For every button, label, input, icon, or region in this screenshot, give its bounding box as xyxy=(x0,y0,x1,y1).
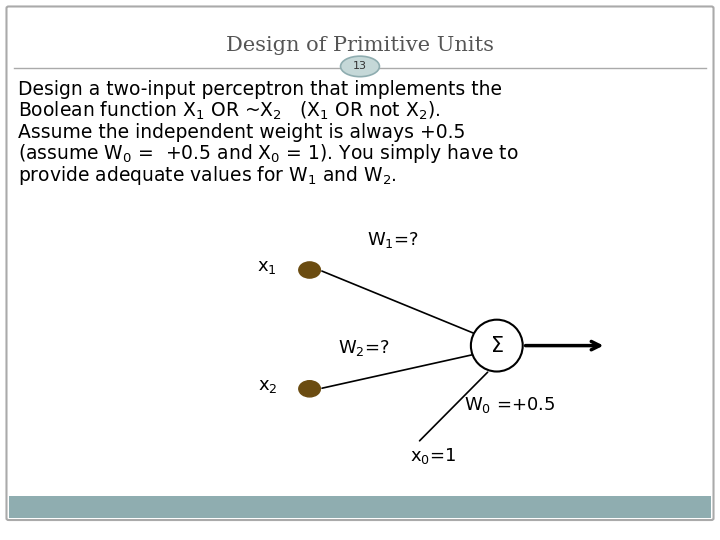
Ellipse shape xyxy=(341,56,379,77)
Text: $\mathrm{W_1}$=?: $\mathrm{W_1}$=? xyxy=(367,230,419,251)
Text: Assume the independent weight is always +0.5: Assume the independent weight is always … xyxy=(18,123,465,142)
FancyBboxPatch shape xyxy=(6,6,714,520)
Text: Design of Primitive Units: Design of Primitive Units xyxy=(226,36,494,56)
Ellipse shape xyxy=(299,262,320,278)
Text: (assume $\mathrm{W_0}$ =  +0.5 and $\mathrm{X_0}$ = 1). You simply have to: (assume $\mathrm{W_0}$ = +0.5 and $\math… xyxy=(18,143,518,165)
Text: 13: 13 xyxy=(353,62,367,71)
Text: Boolean function $\mathrm{X_1}$ OR ~$\mathrm{X_2}$   ($\mathrm{X_1}$ OR not $\ma: Boolean function $\mathrm{X_1}$ OR ~$\ma… xyxy=(18,99,441,122)
Text: $\mathrm{W_2}$=?: $\mathrm{W_2}$=? xyxy=(338,338,390,359)
Text: Design a two-input perceptron that implements the: Design a two-input perceptron that imple… xyxy=(18,79,502,99)
Bar xyxy=(9,496,711,518)
Text: provide adequate values for $\mathrm{W_1}$ and $\mathrm{W_2}$.: provide adequate values for $\mathrm{W_1… xyxy=(18,164,397,187)
Ellipse shape xyxy=(299,381,320,397)
Text: $\mathrm{x_2}$: $\mathrm{x_2}$ xyxy=(258,377,277,395)
Text: $\mathrm{W_0}$ =+0.5: $\mathrm{W_0}$ =+0.5 xyxy=(464,395,556,415)
Text: $\mathrm{x_1}$: $\mathrm{x_1}$ xyxy=(258,258,277,276)
Text: $\Sigma$: $\Sigma$ xyxy=(490,335,504,356)
Ellipse shape xyxy=(471,320,523,372)
Text: $\mathrm{x_0}$=1: $\mathrm{x_0}$=1 xyxy=(410,446,456,467)
